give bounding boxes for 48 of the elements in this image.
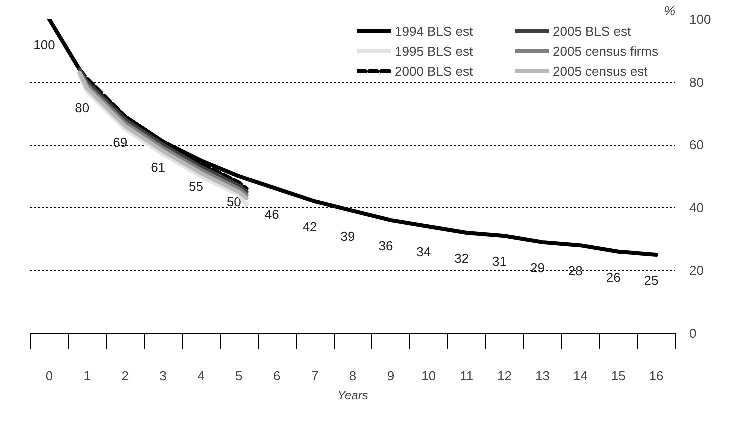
x-tick-label: 12 [498, 368, 512, 384]
y-axis-title: % [664, 4, 676, 18]
x-tick-label: 4 [198, 368, 205, 384]
y-tick-label: 100 [690, 12, 712, 27]
y-tick-label: 80 [690, 74, 704, 90]
x-tick-label: 9 [387, 368, 395, 384]
x-axis-title: Years [338, 388, 368, 402]
legend-label: 2005 BLS est [553, 24, 632, 38]
data-label: 61 [151, 160, 166, 175]
data-label: 25 [644, 273, 659, 288]
data-label: 29 [530, 260, 545, 276]
data-label: 80 [75, 100, 90, 116]
data-label: 26 [606, 270, 621, 285]
y-tick-label: 40 [690, 200, 704, 216]
y-tick-label: 0 [690, 326, 697, 341]
legend-label: 2000 BLS est [395, 64, 474, 78]
x-tick-label: 3 [160, 368, 167, 384]
x-tick-label: 15 [611, 368, 626, 384]
x-tick-label: 0 [46, 368, 54, 384]
data-label: 46 [264, 207, 280, 222]
x-tick-label: 11 [460, 368, 474, 384]
x-tick-label: 1 [84, 368, 92, 384]
data-label: 39 [340, 229, 356, 244]
x-tick-label: 8 [349, 368, 357, 384]
legend-label: 1994 BLS est [395, 24, 474, 38]
data-label: 31 [492, 254, 508, 270]
data-label: 32 [454, 251, 470, 266]
x-tick-label: 13 [535, 368, 550, 384]
x-tick-label: 14 [573, 368, 588, 384]
x-tick-label: 16 [649, 368, 664, 384]
x-tick-label: 2 [122, 368, 129, 384]
data-label: 28 [568, 264, 583, 279]
y-tick-label: 20 [690, 263, 704, 278]
x-tick-label: 7 [311, 368, 319, 384]
data-label: 34 [416, 244, 432, 260]
legend-label: 1995 BLS est [395, 44, 474, 58]
data-label: 100 [34, 38, 56, 52]
y-tick-label: 60 [690, 138, 704, 153]
data-label: 42 [302, 220, 318, 235]
legend-label: 2005 census est [553, 64, 649, 78]
data-label: 50 [226, 194, 242, 210]
legend-label: 2005 census firms [553, 44, 660, 58]
x-tick-label: 5 [236, 368, 243, 384]
data-label: 55 [189, 178, 204, 194]
data-label: 69 [113, 134, 128, 150]
data-label: 36 [378, 238, 394, 254]
x-tick-label: 6 [274, 368, 281, 384]
x-tick-label: 10 [422, 368, 436, 384]
